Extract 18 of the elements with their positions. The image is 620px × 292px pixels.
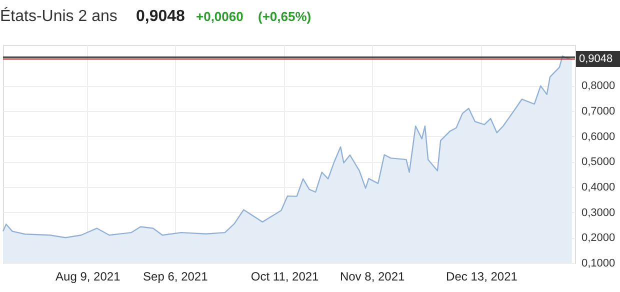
y-tick-label: 0,3000 (582, 206, 616, 219)
y-tick-label: 0,1000 (582, 258, 616, 270)
text: +0,0060 (196, 9, 244, 24)
text: (+0,65%) (258, 9, 312, 24)
x-tick-label: Aug 9, 2021 (56, 270, 121, 284)
x-tick-label: Sep 6, 2021 (143, 270, 208, 284)
x-tick-label: Oct 11, 2021 (250, 270, 320, 284)
y-tick-label: 0,8000 (582, 80, 616, 92)
y-tick-label: 0,4000 (582, 181, 616, 194)
x-tick-label: Dec 13, 2021 (446, 270, 518, 284)
y-tick-label: 0,6000 (582, 130, 616, 143)
y-tick-label: 0,5000 (582, 156, 616, 168)
x-tick-label: Nov 8, 2021 (340, 270, 406, 284)
text: 0,9048 (136, 8, 186, 25)
chart-title: États-Unis 2 ans (0, 7, 118, 25)
ref-line-label: 0,9048 (579, 52, 613, 65)
y-tick-label: 0,7000 (582, 105, 616, 118)
y-tick-label: 0,2000 (582, 232, 616, 244)
